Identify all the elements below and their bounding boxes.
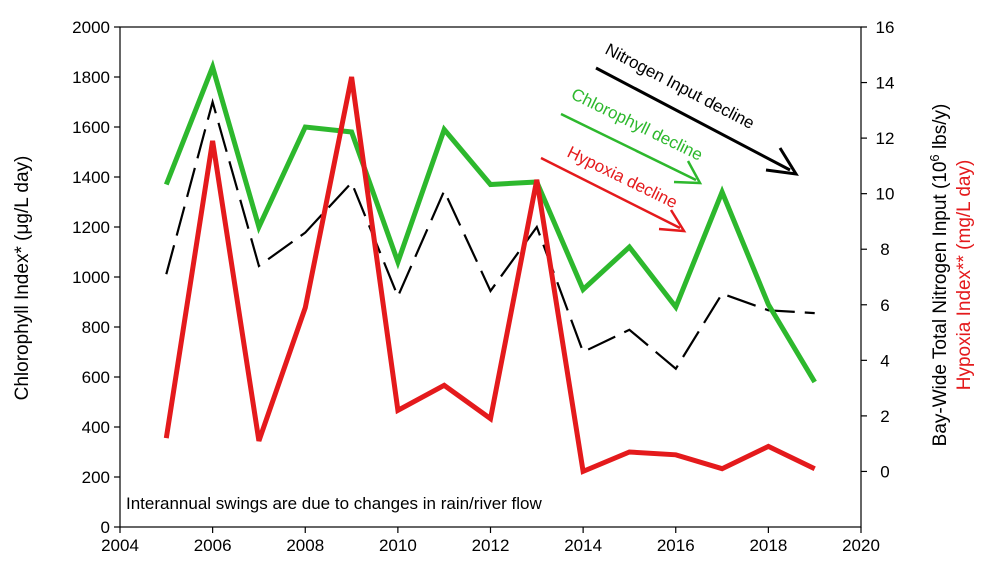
left-y-tick-label: 1600 [72, 118, 110, 137]
right-y-tick-label: 16 [876, 18, 895, 37]
right-y-tick-label: 6 [880, 296, 889, 315]
right-y-axis: 0 2 4 6 8 10 12 14 16 [861, 18, 894, 481]
left-y-tick-label: 400 [82, 418, 110, 437]
x-tick-label: 2018 [749, 536, 787, 555]
nitrogen-series-line [165, 97, 815, 371]
x-tick-label: 2004 [101, 536, 139, 555]
left-y-tick-label: 0 [101, 518, 110, 537]
right-y-tick-label: 10 [876, 185, 895, 204]
left-axis-label: Chlorophyll Index* (μg/L day) [12, 156, 33, 401]
hypoxia-series-line [163, 76, 816, 475]
x-tick-label: 2006 [194, 536, 232, 555]
left-axis-label-close: ) [12, 156, 33, 162]
right-y-tick-label: 12 [876, 129, 895, 148]
right-axis-label-main: Bay-Wide Total Nitrogen Input (10 [930, 162, 951, 447]
right-y-tick-label: 8 [880, 240, 889, 259]
left-y-tick-label: 600 [82, 368, 110, 387]
x-tick-label: 2020 [842, 536, 880, 555]
nitrogen-decline-arrowhead [765, 147, 799, 176]
right-axis-label-sup: 6 [927, 154, 942, 161]
right-y-tick-label: 2 [880, 407, 889, 426]
left-y-tick-label: 1200 [72, 218, 110, 237]
left-axis-label-unit: μg/L day [12, 161, 33, 234]
x-tick-label: 2008 [286, 536, 324, 555]
left-y-tick-label: 1000 [72, 268, 110, 287]
right-axis-label-hypoxia: Hypoxia Index** (mg/L day) [954, 160, 975, 391]
right-y-tick-label: 0 [880, 462, 889, 481]
x-axis: 2004 2006 2008 2010 2012 2014 2016 2018 2020 [101, 527, 880, 555]
left-y-tick-label: 1800 [72, 68, 110, 87]
left-y-tick-label: 800 [82, 318, 110, 337]
series-lines [163, 59, 817, 475]
nitrogen-decline-arrow [595, 66, 791, 172]
x-tick-label: 2014 [564, 536, 602, 555]
right-y-tick-label: 14 [876, 74, 895, 93]
right-axis-label-close: lbs/y) [930, 104, 951, 155]
right-axis-label-nitrogen: Bay-Wide Total Nitrogen Input (106 lbs/y… [927, 104, 951, 447]
left-y-tick-label: 200 [82, 468, 110, 487]
left-y-tick-label: 2000 [72, 18, 110, 37]
chlorophyll-series-line [163, 59, 817, 384]
chart-note: Interannual swings are due to changes in… [126, 494, 543, 513]
chlorophyll-decline-arrow [560, 112, 697, 182]
left-axis-label-main: Chlorophyll Index* ( [12, 234, 33, 400]
x-tick-label: 2010 [379, 536, 417, 555]
x-tick-label: 2016 [657, 536, 695, 555]
hypoxia-decline-arrowhead [658, 209, 687, 233]
left-y-tick-label: 1400 [72, 168, 110, 187]
x-tick-label: 2012 [472, 536, 510, 555]
hypoxia-decline-arrow [540, 156, 681, 230]
right-y-tick-label: 4 [880, 351, 889, 370]
decline-arrows [540, 66, 799, 233]
chlorophyll-decline-arrowhead [673, 160, 703, 185]
left-y-axis: 0 200 400 600 800 1000 1200 1400 1600 1800 2000 [72, 18, 120, 537]
